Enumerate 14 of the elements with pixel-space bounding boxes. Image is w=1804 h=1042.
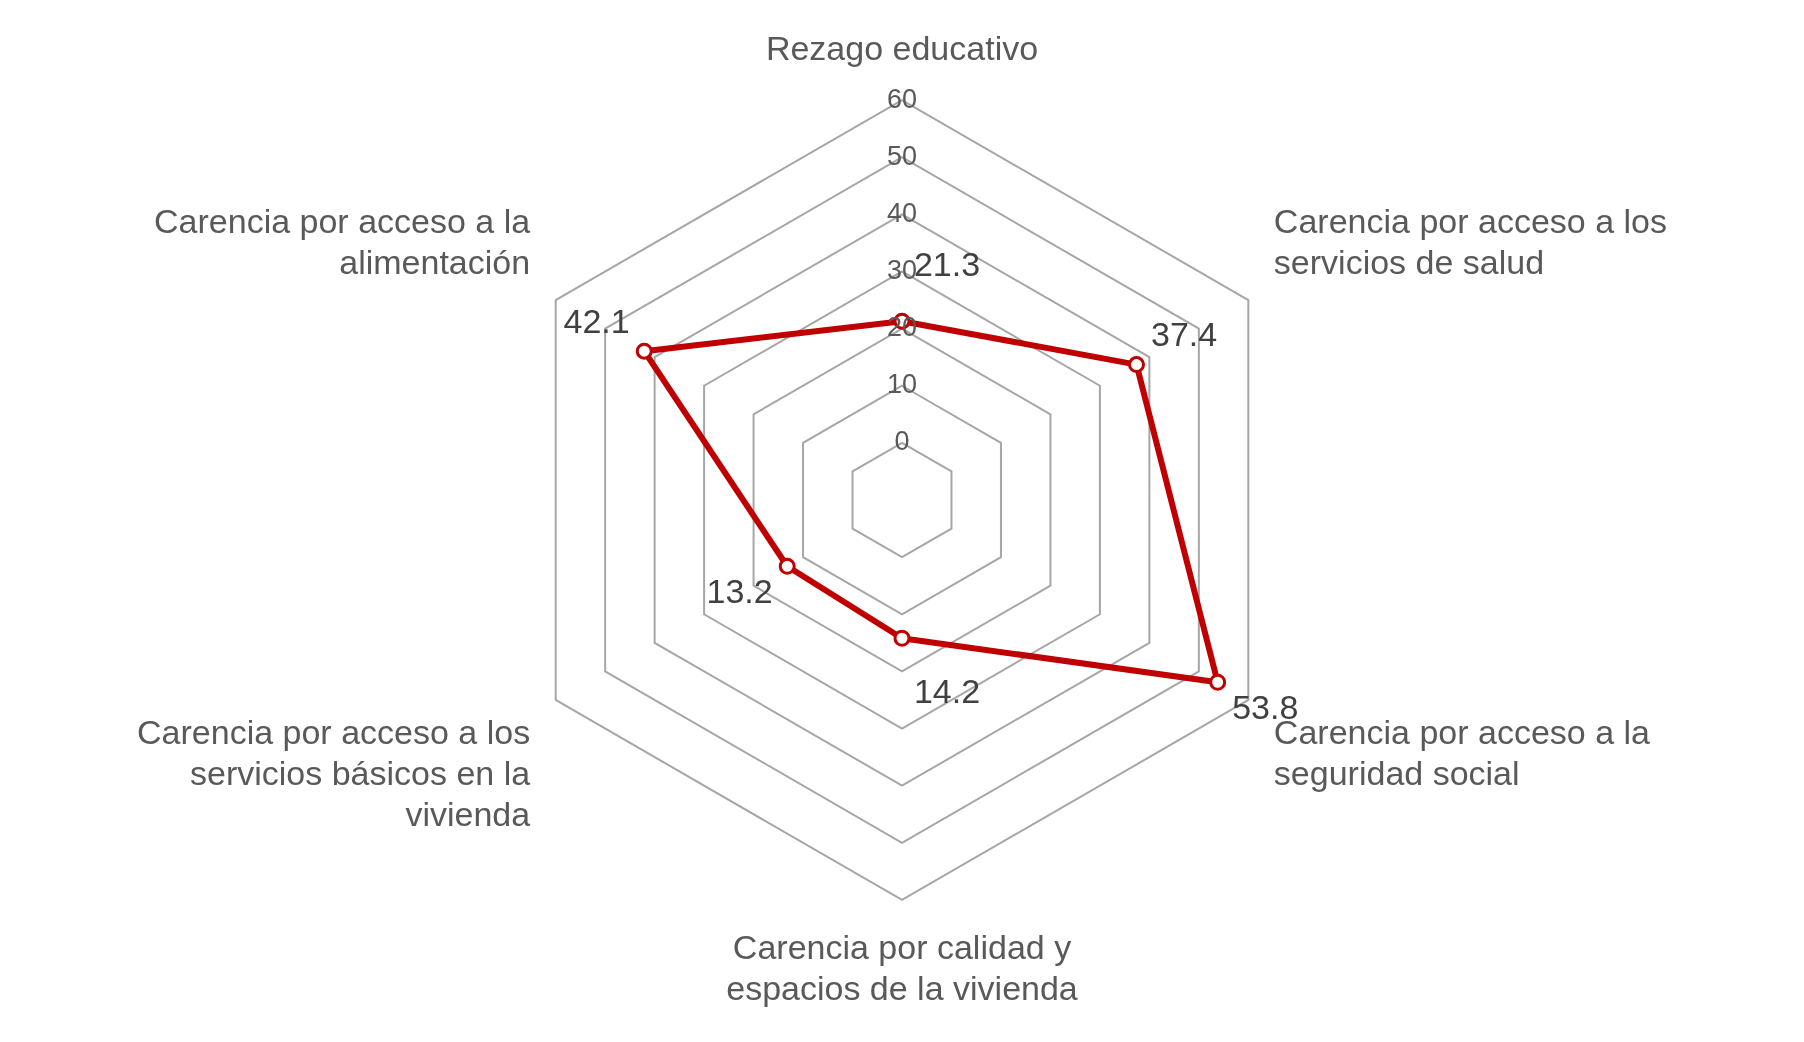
y-tick-label: 50 <box>886 140 918 171</box>
spoke-label: Carencia por calidad y espacios de la vivienda <box>726 928 1078 1007</box>
y-tick-label: 0 <box>894 426 910 457</box>
data-label: 14.2 <box>913 671 981 710</box>
spoke-label: Carencia por acceso a los servicios básicos en la vivienda <box>137 713 531 834</box>
spoke-label: Carencia por acceso a los servicios de salud <box>1273 202 1667 282</box>
data-label: 42.1 <box>563 302 630 341</box>
y-tick-label: 40 <box>886 197 918 228</box>
data-label: 13.2 <box>706 572 773 611</box>
spoke-label: Carencia por acceso a la alimentación <box>154 202 531 282</box>
y-tick-label: 60 <box>886 83 918 114</box>
data-label: 37.4 <box>1151 315 1218 354</box>
spoke-label: Rezago educativo <box>765 28 1039 67</box>
y-tick-label: 10 <box>886 369 918 400</box>
